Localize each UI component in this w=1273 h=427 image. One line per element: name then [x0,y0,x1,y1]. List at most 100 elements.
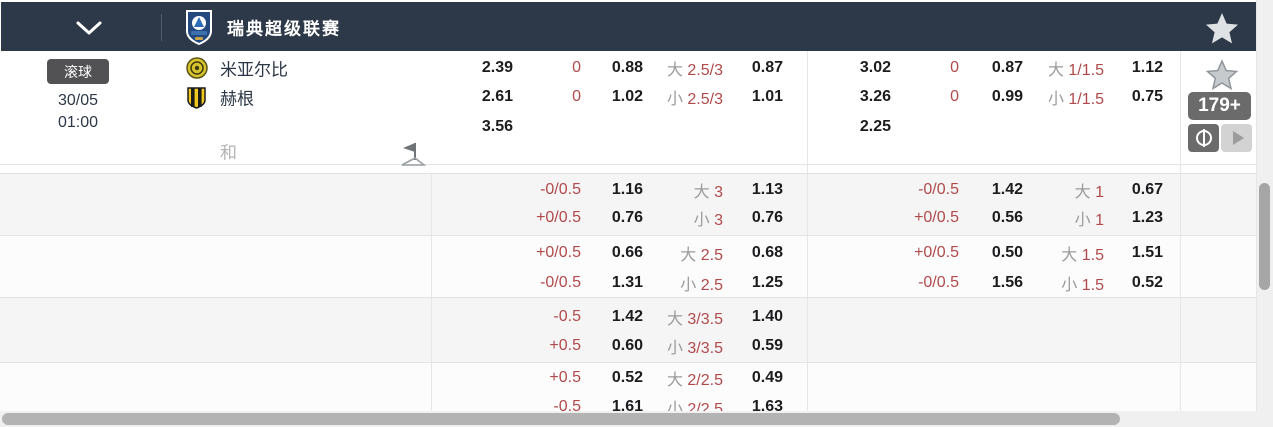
over-under-odds[interactable]: 1.40 [751,308,783,325]
handicap-line[interactable]: 0 [572,88,581,105]
handicap-line[interactable]: -0/0.5 [918,274,959,291]
handicap-line[interactable]: +0/0.5 [536,209,581,226]
over-under-odds[interactable]: 0.59 [751,337,783,354]
handicap-line[interactable]: +0.5 [549,369,581,386]
over-under-odds[interactable]: 0.75 [1131,88,1163,105]
handicap-line[interactable]: +0/0.5 [536,244,581,261]
handicap-odds[interactable]: 0.52 [611,369,643,386]
over-under-line[interactable]: 小 2.5/3 [667,85,723,109]
handicap-line[interactable]: -0/0.5 [540,274,581,291]
handicap-line[interactable]: -0.5 [553,308,581,325]
over-under-line[interactable]: 小 1.5 [1061,271,1104,295]
vertical-scrollbar-thumb[interactable] [1259,183,1270,290]
vertical-scrollbar[interactable] [1257,0,1273,427]
over-under-line[interactable]: 大 1/1.5 [1048,56,1104,80]
over-under-odds[interactable]: 0.49 [751,369,783,386]
moneyline-odds[interactable]: 2.39 [481,59,513,76]
ou-side-label: 大 [693,184,710,201]
horizontal-scrollbar-thumb[interactable] [2,413,1120,425]
league-favorite-star-icon[interactable] [1203,11,1241,45]
moneyline-odds[interactable]: 3.56 [481,118,513,135]
handicap-line[interactable]: +0/0.5 [914,209,959,226]
handicap-line[interactable]: 0 [950,59,959,76]
handicap-odds[interactable]: 0.60 [611,337,643,354]
ou-side-label: 大 [1061,247,1078,264]
over-under-odds[interactable]: 0.68 [751,244,783,261]
over-under-line[interactable]: 大 2.5 [680,241,723,265]
more-markets-button[interactable]: 179+ [1188,92,1251,120]
match-favorite-star-icon[interactable] [1205,59,1239,90]
handicap-odds[interactable]: 1.56 [991,274,1023,291]
ou-line-value: 3/3.5 [687,311,723,328]
over-under-line[interactable]: 大 1.5 [1061,241,1104,265]
handicap-line[interactable]: -0.5 [553,398,581,415]
column-divider [807,51,808,411]
draw-label: 和 [220,143,237,163]
over-under-line[interactable]: 大 2/2.5 [667,366,723,390]
handicap-line[interactable]: -0/0.5 [540,181,581,198]
pitch-stats-button[interactable] [1188,124,1219,152]
over-under-odds[interactable]: 0.87 [751,59,783,76]
handicap-odds[interactable]: 1.31 [611,274,643,291]
away-team-logo [187,87,206,109]
over-under-odds[interactable]: 1.25 [751,274,783,291]
over-under-line[interactable]: 小 3 [694,206,723,230]
handicap-odds[interactable]: 1.16 [611,181,643,198]
handicap-odds[interactable]: 0.99 [991,88,1023,105]
moneyline-odds[interactable]: 2.61 [481,88,513,105]
odds-band-3 [0,297,1257,362]
ou-line-value: 1 [1095,212,1104,229]
handicap-odds[interactable]: 1.02 [611,88,643,105]
over-under-line[interactable]: 小 3/3.5 [667,334,723,358]
corner-flag-icon[interactable] [398,141,426,167]
over-under-line[interactable]: 小 2.5 [680,271,723,295]
handicap-odds[interactable]: 0.66 [611,244,643,261]
over-under-odds[interactable]: 0.52 [1131,274,1163,291]
handicap-line[interactable]: +0.5 [549,337,581,354]
away-team-name: 赫根 [220,89,254,109]
moneyline-odds[interactable]: 2.25 [859,118,891,135]
ou-side-label: 小 [666,91,683,108]
over-under-line[interactable]: 小 1 [1075,206,1104,230]
over-under-odds[interactable]: 1.13 [751,181,783,198]
moneyline-odds[interactable]: 3.02 [859,59,891,76]
over-under-odds[interactable]: 1.12 [1131,59,1163,76]
handicap-line[interactable]: -0/0.5 [918,181,959,198]
over-under-line[interactable]: 大 2.5/3 [667,56,723,80]
handicap-odds[interactable]: 1.42 [991,181,1023,198]
over-under-odds[interactable]: 0.76 [751,209,783,226]
over-under-odds[interactable]: 1.01 [751,88,783,105]
ou-line-value: 3 [714,212,723,229]
ou-side-label: 大 [680,247,697,264]
over-under-odds[interactable]: 1.63 [751,398,783,415]
over-under-line[interactable]: 小 1/1.5 [1048,85,1104,109]
ou-side-label: 大 [1074,184,1091,201]
handicap-odds[interactable]: 0.76 [611,209,643,226]
over-under-line[interactable]: 大 3/3.5 [667,305,723,329]
handicap-odds[interactable]: 1.42 [611,308,643,325]
over-under-odds[interactable]: 1.23 [1131,209,1163,226]
handicap-odds[interactable]: 0.50 [991,244,1023,261]
handicap-odds[interactable]: 0.56 [991,209,1023,226]
ou-side-label: 小 [1047,91,1064,108]
over-under-line[interactable]: 大 1 [1075,178,1104,202]
handicap-odds[interactable]: 0.88 [611,59,643,76]
horizontal-scrollbar[interactable] [0,411,1257,427]
ou-line-value: 2.5 [700,247,723,264]
handicap-line[interactable]: +0/0.5 [914,244,959,261]
league-logo-icon [186,10,212,46]
play-icon [1232,131,1244,145]
over-under-odds[interactable]: 0.67 [1131,181,1163,198]
handicap-line[interactable]: 0 [950,88,959,105]
moneyline-odds[interactable]: 3.26 [859,88,891,105]
handicap-odds[interactable]: 1.61 [611,398,643,415]
chevron-down-icon[interactable] [75,20,103,36]
handicap-odds[interactable]: 0.87 [991,59,1023,76]
live-stream-button[interactable] [1221,124,1252,152]
over-under-odds[interactable]: 1.51 [1131,244,1163,261]
handicap-line[interactable]: 0 [572,59,581,76]
ou-line-value: 2.5/3 [687,62,723,79]
over-under-line[interactable]: 大 3 [694,178,723,202]
ou-side-label: 小 [666,340,683,357]
ou-side-label: 小 [680,277,697,294]
